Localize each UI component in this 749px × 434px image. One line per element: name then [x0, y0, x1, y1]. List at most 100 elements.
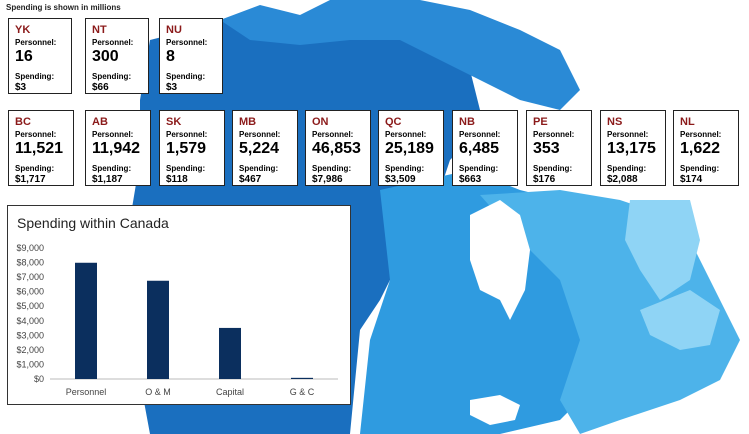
personnel-value: 25,189 — [385, 140, 434, 157]
personnel-value: 13,175 — [607, 140, 656, 157]
spending-label: Spending: — [15, 72, 55, 81]
spending-value: $7,986 — [312, 174, 343, 185]
spending-chart-panel: $0 $1,000 $2,000 $3,000 $4,000 $5,000 $6,000 $7… — [7, 205, 351, 405]
y-tick-label: $8,000 — [16, 258, 44, 268]
province-card-nt: NT Personnel: 300 Spending: $66 — [85, 18, 149, 94]
spending-value: $3 — [15, 82, 27, 93]
spending-label: Spending: — [385, 164, 425, 173]
province-code: NS — [607, 116, 623, 128]
province-code: NB — [459, 116, 475, 128]
spending-value: $3 — [166, 82, 178, 93]
province-code: AB — [92, 116, 108, 128]
personnel-value: 16 — [15, 48, 33, 65]
province-card-ab: AB Personnel: 11,942 Spending: $1,187 — [85, 110, 151, 186]
y-tick-label: $3,000 — [16, 330, 44, 340]
personnel-label: Personnel: — [166, 130, 208, 139]
units-note: Spending is shown in millions — [6, 3, 121, 12]
province-card-yk: YK Personnel: 16 Spending: $3 — [8, 18, 72, 94]
bar-g-c — [291, 377, 313, 379]
map-maritimes — [640, 290, 720, 350]
bar-capital — [219, 327, 241, 379]
spending-label: Spending: — [312, 164, 352, 173]
personnel-label: Personnel: — [15, 130, 57, 139]
province-code: NT — [92, 24, 107, 36]
province-code: YK — [15, 24, 31, 36]
personnel-label: Personnel: — [385, 130, 427, 139]
personnel-label: Personnel: — [459, 130, 501, 139]
province-card-qc: QC Personnel: 25,189 Spending: $3,509 — [378, 110, 444, 186]
personnel-value: 1,579 — [166, 140, 207, 157]
spending-value: $663 — [459, 174, 482, 185]
y-tick-label: $1,000 — [16, 359, 44, 369]
province-code: MB — [239, 116, 257, 128]
spending-value: $2,088 — [607, 174, 638, 185]
x-tick-label: O & M — [145, 387, 171, 397]
y-tick-label: $0 — [34, 374, 44, 384]
personnel-value: 1,622 — [680, 140, 721, 157]
y-tick-label: $4,000 — [16, 316, 44, 326]
province-card-on: ON Personnel: 46,853 Spending: $7,986 — [305, 110, 371, 186]
personnel-value: 300 — [92, 48, 119, 65]
province-card-ns: NS Personnel: 13,175 Spending: $2,088 — [600, 110, 666, 186]
y-tick-label: $6,000 — [16, 287, 44, 297]
y-tick-label: $2,000 — [16, 345, 44, 355]
personnel-label: Personnel: — [607, 130, 649, 139]
spending-label: Spending: — [459, 164, 499, 173]
province-card-sk: SK Personnel: 1,579 Spending: $118 — [159, 110, 225, 186]
province-card-nl: NL Personnel: 1,622 Spending: $174 — [673, 110, 739, 186]
map-north-islands — [220, 0, 580, 110]
personnel-label: Personnel: — [15, 38, 57, 47]
spending-value: $467 — [239, 174, 262, 185]
chart-title: Spending within Canada — [17, 215, 169, 231]
spending-value: $118 — [166, 174, 188, 185]
bar-o-m — [147, 280, 169, 379]
spending-label: Spending: — [92, 72, 132, 81]
spending-value: $174 — [680, 174, 703, 185]
personnel-value: 6,485 — [459, 140, 500, 157]
spending-value: $1,187 — [92, 174, 123, 185]
province-card-nb: NB Personnel: 6,485 Spending: $663 — [452, 110, 518, 186]
spending-bar-chart: $0 $1,000 $2,000 $3,000 $4,000 $5,000 $6,000 $7… — [16, 243, 338, 397]
map-great-lakes — [470, 395, 520, 425]
x-tick-label: Personnel — [66, 387, 107, 397]
spending-value: $176 — [533, 174, 556, 185]
personnel-label: Personnel: — [312, 130, 354, 139]
personnel-value: 8 — [166, 48, 175, 65]
personnel-label: Personnel: — [239, 130, 281, 139]
spending-label: Spending: — [92, 164, 132, 173]
personnel-value: 11,521 — [15, 140, 64, 157]
personnel-value: 5,224 — [239, 140, 280, 157]
province-code: NU — [166, 24, 182, 36]
personnel-label: Personnel: — [166, 38, 208, 47]
personnel-value: 11,942 — [92, 140, 141, 157]
personnel-label: Personnel: — [533, 130, 575, 139]
map-hudson-bay — [470, 200, 530, 320]
personnel-value: 46,853 — [312, 140, 361, 157]
personnel-label: Personnel: — [680, 130, 722, 139]
province-code: NL — [680, 116, 695, 128]
personnel-label: Personnel: — [92, 130, 134, 139]
bar-personnel — [75, 262, 97, 379]
spending-label: Spending: — [166, 72, 206, 81]
spending-value: $66 — [92, 82, 109, 93]
y-tick-label: $5,000 — [16, 301, 44, 311]
province-code: BC — [15, 116, 31, 128]
province-card-pe: PE Personnel: 353 Spending: $176 — [526, 110, 592, 186]
spending-value: $3,509 — [385, 174, 416, 185]
x-tick-label: Capital — [216, 387, 244, 397]
province-code: ON — [312, 116, 329, 128]
y-tick-label: $7,000 — [16, 272, 44, 282]
province-code: PE — [533, 116, 548, 128]
x-tick-label: G & C — [290, 387, 315, 397]
map-atlantic-region — [625, 200, 700, 300]
spending-value: $1,717 — [15, 174, 46, 185]
province-card-mb: MB Personnel: 5,224 Spending: $467 — [232, 110, 298, 186]
province-code: QC — [385, 116, 402, 128]
province-card-nu: NU Personnel: 8 Spending: $3 — [159, 18, 223, 94]
spending-label: Spending: — [607, 164, 647, 173]
spending-label: Spending: — [166, 164, 206, 173]
personnel-value: 353 — [533, 140, 560, 157]
province-code: SK — [166, 116, 182, 128]
spending-label: Spending: — [533, 164, 573, 173]
spending-label: Spending: — [680, 164, 720, 173]
